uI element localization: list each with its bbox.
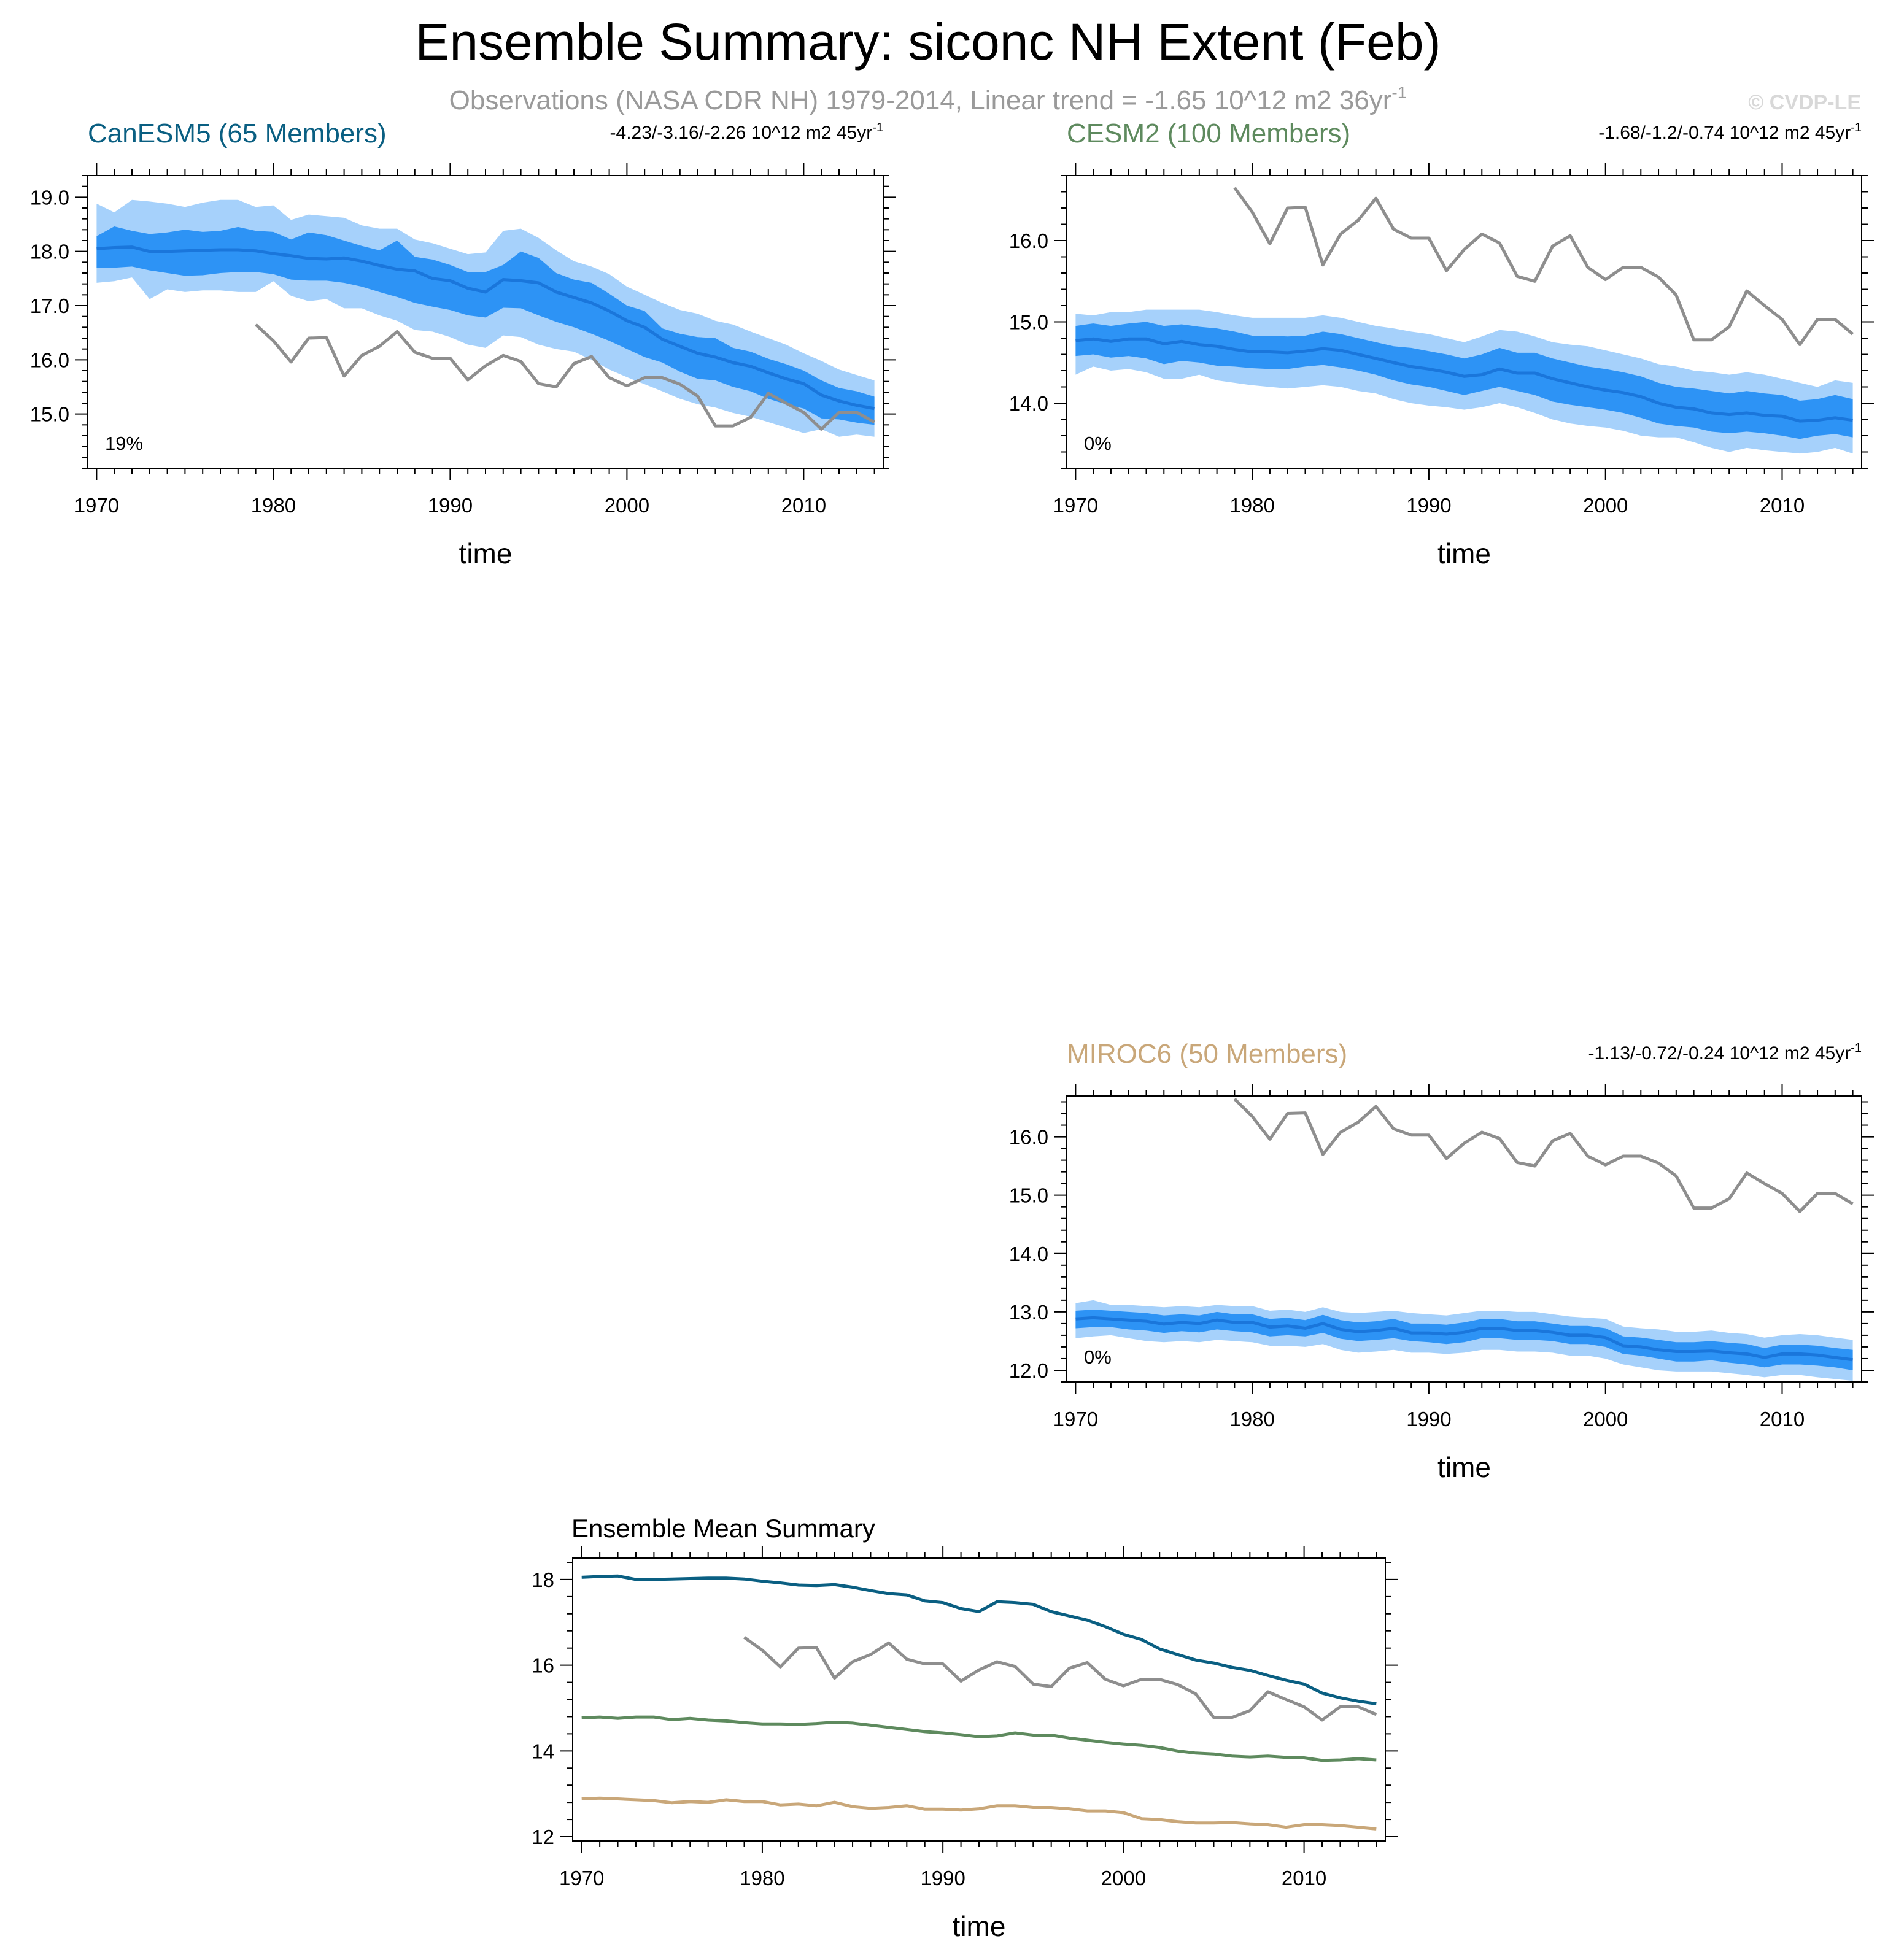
miroc6-panel: 1970 1980 1990 2000 2010 12.0 13.0 14.0 15.0 16.0… xyxy=(1009,1039,1874,1483)
cesm2-trend-text: -1.68/-1.2/-0.74 10^12 m2 45yr xyxy=(1598,123,1851,143)
summary-observations-line xyxy=(743,1636,1377,1722)
miroc6-x-axis-label: time xyxy=(1437,1451,1491,1483)
summary-x-tick-label: 1980 xyxy=(740,1867,784,1889)
cesm2-trend-exponent: -1 xyxy=(1851,121,1862,134)
miroc6-y-tick-label: 13.0 xyxy=(1009,1301,1048,1324)
cesm2-x-axis-label: time xyxy=(1437,538,1491,569)
miroc6-observations-line xyxy=(1233,1098,1854,1213)
miroc6-percent-label: 0% xyxy=(1084,1346,1112,1368)
miroc6-trend-exponent: -1 xyxy=(1851,1041,1862,1055)
summary-x-tick-label: 1970 xyxy=(559,1867,604,1889)
miroc6-y-tick-label: 15.0 xyxy=(1009,1184,1048,1207)
canesm5-x-tick-label: 1980 xyxy=(251,494,296,517)
cesm2-ticks xyxy=(1054,163,1874,480)
miroc6-y-tick-label: 16.0 xyxy=(1009,1126,1048,1149)
canesm5-panel: 1970 1980 1990 2000 2010 15.0 16.0 17.0 18.0 19.0… xyxy=(30,118,896,569)
miroc6-x-tick-label: 1990 xyxy=(1406,1408,1451,1430)
miroc6-trend-label: -1.13/-0.72/-0.24 10^12 m2 45yr-1 xyxy=(1588,1041,1862,1063)
miroc6-band-inner xyxy=(1075,1310,1853,1370)
canesm5-x-axis-label: time xyxy=(459,538,513,569)
canesm5-x-tick-label: 2000 xyxy=(605,494,649,517)
cesm2-y-tick-label: 16.0 xyxy=(1009,230,1048,252)
summary-panel-title: Ensemble Mean Summary xyxy=(571,1514,875,1543)
summary-y-tick-label: 14 xyxy=(532,1740,554,1762)
cesm2-x-tick-label: 1990 xyxy=(1406,494,1451,517)
canesm5-observations-line xyxy=(254,323,875,431)
cesm2-observations-line xyxy=(1233,187,1854,347)
canesm5-y-tick-label: 16.0 xyxy=(30,349,69,371)
canesm5-x-tick-label: 1970 xyxy=(74,494,119,517)
miroc6-x-tick-label: 1980 xyxy=(1229,1408,1274,1430)
miroc6-ensemble-mean-line xyxy=(1075,1316,1853,1362)
summary-ticks xyxy=(560,1546,1398,1853)
canesm5-x-tick-label: 2010 xyxy=(781,494,826,517)
summary-series-cesm2 xyxy=(581,1715,1377,1762)
miroc6-y-tick-label: 14.0 xyxy=(1009,1243,1048,1265)
canesm5-percent-label: 19% xyxy=(105,433,143,454)
cesm2-ensemble-mean-line xyxy=(1075,337,1853,423)
cesm2-x-tick-label: 1980 xyxy=(1229,494,1274,517)
summary-series-canesm5 xyxy=(581,1574,1377,1705)
miroc6-ticks xyxy=(1054,1084,1874,1394)
cesm2-trend-label: -1.68/-1.2/-0.74 10^12 m2 45yr-1 xyxy=(1598,121,1862,143)
subtitle-text: Observations (NASA CDR NH) 1979-2014, Li… xyxy=(449,85,1392,115)
canesm5-y-tick-label: 18.0 xyxy=(30,241,69,263)
summary-y-tick-label: 12 xyxy=(532,1826,554,1848)
canesm5-y-tick-label: 15.0 xyxy=(30,403,69,426)
miroc6-y-tick-label: 12.0 xyxy=(1009,1359,1048,1382)
summary-y-tick-label: 16 xyxy=(532,1654,554,1677)
miroc6-x-tick-label: 2010 xyxy=(1760,1408,1805,1430)
cesm2-plot-area xyxy=(1075,187,1854,454)
cesm2-panel-title: CESM2 (100 Members) xyxy=(1067,118,1350,149)
figure-title: Ensemble Summary: siconc NH Extent (Feb) xyxy=(415,13,1441,71)
canesm5-ticks xyxy=(75,163,896,480)
summary-y-tick-label: 18 xyxy=(532,1568,554,1591)
cesm2-x-tick-label: 1970 xyxy=(1053,494,1098,517)
summary-x-tick-label: 2010 xyxy=(1282,1867,1326,1889)
cesm2-y-tick-label: 15.0 xyxy=(1009,311,1048,334)
canesm5-band-inner xyxy=(96,226,875,425)
canesm5-trend-label: -4.23/-3.16/-2.26 10^12 m2 45yr-1 xyxy=(610,121,883,143)
miroc6-x-tick-label: 2000 xyxy=(1583,1408,1628,1430)
miroc6-x-tick-label: 1970 xyxy=(1053,1408,1098,1430)
summary-frame xyxy=(572,1557,1386,1842)
canesm5-trend-exponent: -1 xyxy=(872,121,883,134)
copyright-label: © CVDP-LE xyxy=(1748,91,1861,114)
cesm2-y-tick-label: 14.0 xyxy=(1009,392,1048,415)
subtitle-exponent: -1 xyxy=(1391,83,1407,102)
miroc6-panel-title: MIROC6 (50 Members) xyxy=(1067,1039,1347,1069)
summary-x-tick-label: 2000 xyxy=(1101,1867,1146,1889)
canesm5-panel-title: CanESM5 (65 Members) xyxy=(88,118,387,149)
cesm2-x-tick-label: 2000 xyxy=(1583,494,1628,517)
canesm5-y-tick-label: 19.0 xyxy=(30,186,69,209)
canesm5-plot-area xyxy=(96,199,875,437)
canesm5-ensemble-mean-line xyxy=(96,245,875,411)
miroc6-plot-area xyxy=(1075,1098,1854,1381)
miroc6-trend-text: -1.13/-0.72/-0.24 10^12 m2 45yr xyxy=(1588,1043,1851,1063)
figure-subtitle: Observations (NASA CDR NH) 1979-2014, Li… xyxy=(449,83,1407,115)
chart-panels: 1970 1980 1990 2000 2010 15.0 16.0 17.0 18.0 19.0… xyxy=(30,118,1874,1942)
cesm2-x-tick-label: 2010 xyxy=(1760,494,1805,517)
cesm2-percent-label: 0% xyxy=(1084,433,1112,454)
summary-series-miroc6 xyxy=(581,1796,1377,1831)
canesm5-y-tick-label: 17.0 xyxy=(30,295,69,317)
summary-x-axis-label: time xyxy=(953,1910,1006,1942)
summary-plot-area xyxy=(581,1574,1377,1831)
summary-panel: 1970 1980 1990 2000 2010 12 14 16 18 time Ensemble… xyxy=(532,1514,1398,1942)
canesm5-trend-text: -4.23/-3.16/-2.26 10^12 m2 45yr xyxy=(610,123,873,143)
summary-x-tick-label: 1990 xyxy=(920,1867,965,1889)
cesm2-panel: 1970 1980 1990 2000 2010 14.0 15.0 16.0 time CESM… xyxy=(1009,118,1874,569)
canesm5-x-tick-label: 1990 xyxy=(428,494,473,517)
